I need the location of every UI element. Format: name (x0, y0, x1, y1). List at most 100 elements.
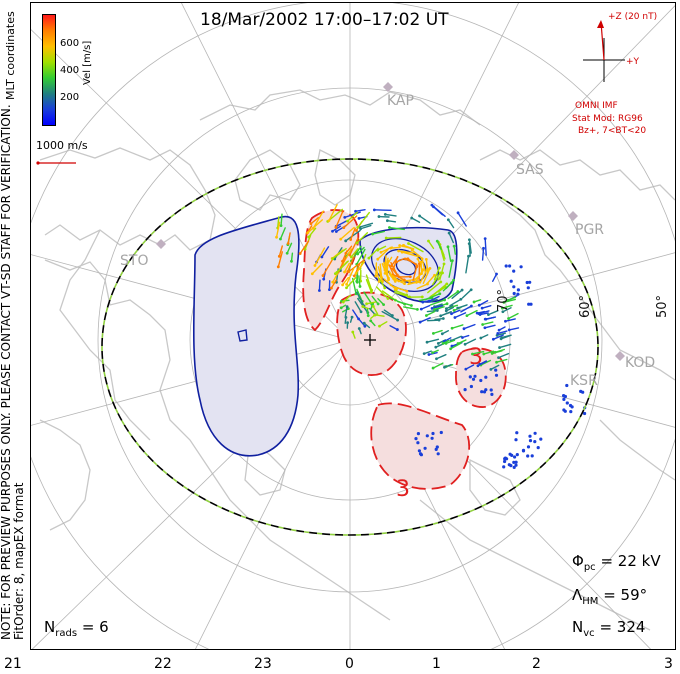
vector-origin (444, 307, 448, 311)
vector-origin (497, 356, 500, 360)
vector-origin (482, 352, 486, 356)
latitude-label-50: 50° (655, 294, 670, 318)
low-velocity-dot (489, 388, 493, 392)
velocity-vector (375, 286, 389, 300)
velocity-vector (389, 297, 406, 305)
station-label-sto: STO (120, 253, 149, 269)
nvc-subscript: vc (583, 628, 595, 639)
velocity-vector (468, 242, 471, 257)
vector-origin (327, 219, 331, 223)
vector-origin (495, 360, 498, 364)
vector-origin (358, 285, 362, 288)
vector-origin (387, 278, 390, 282)
vector-origin (370, 288, 374, 292)
low-velocity-dot (494, 368, 498, 372)
vector-origin (355, 229, 358, 232)
vector-origin (349, 238, 353, 241)
low-velocity-dot (431, 431, 435, 436)
velocity-vector (418, 297, 433, 302)
stat-model-conditions: Bz+, 7<BT<20 (578, 126, 647, 136)
mlt-tick-0: 0 (345, 656, 354, 672)
velocity-vector (343, 262, 350, 273)
velocity-vector (322, 258, 334, 277)
vector-origin (441, 341, 445, 345)
velocity-vector (381, 310, 399, 321)
velocity-vector (501, 304, 513, 309)
velocity-vector (471, 350, 485, 355)
low-velocity-dot (569, 410, 573, 414)
velocity-vector (432, 283, 448, 296)
velocity-vector (391, 273, 406, 281)
low-velocity-dot (504, 264, 508, 268)
velocity-vector (354, 301, 362, 313)
cross-polar-cap-potential: Φpc = 22 kV (572, 552, 661, 573)
velocity-vector (508, 327, 520, 331)
velocity-vector (378, 277, 386, 289)
low-velocity-dot (515, 431, 519, 435)
stat-model: Stat Mod: RG96 (572, 114, 643, 124)
velocity-vector (411, 217, 421, 224)
low-velocity-dot (528, 439, 533, 443)
vector-origin (343, 215, 347, 219)
vector-origin (376, 248, 380, 252)
vector-origin (487, 313, 490, 317)
vector-origin (313, 264, 317, 267)
vector-origin (463, 342, 467, 346)
velocity-vector (481, 247, 485, 261)
velocity-vector (433, 306, 445, 311)
vector-origin (419, 260, 423, 264)
low-velocity-dot (463, 388, 467, 392)
velocity-vector (356, 231, 369, 244)
lambda-symbol: Λ (572, 586, 583, 604)
velocity-vector (433, 267, 441, 281)
velocity-vector (279, 227, 286, 240)
vector-origin (418, 214, 421, 218)
coordinate-system-label: MLT coordinates (4, 11, 17, 100)
vector-origin (386, 297, 390, 300)
velocity-vector (347, 256, 355, 273)
low-velocity-dot (533, 440, 537, 444)
velocity-vector (487, 310, 499, 316)
vector-origin (469, 304, 473, 308)
velocity-vector (449, 298, 462, 307)
vector-origin (390, 264, 393, 268)
velocity-vector (457, 304, 468, 309)
velocity-vector (398, 244, 415, 250)
pole-marker (364, 334, 376, 346)
vector-origin (456, 306, 460, 310)
low-velocity-dot (565, 401, 569, 405)
velocity-vector (420, 304, 431, 310)
velocity-vector (345, 245, 353, 254)
vector-origin (502, 300, 506, 304)
vector-origin (331, 280, 335, 284)
vector-origin (424, 257, 428, 261)
vector-origin (445, 302, 449, 306)
vector-origin (309, 222, 313, 226)
velocity-vector (378, 321, 388, 327)
vector-origin (438, 292, 442, 296)
velocity-vector (350, 248, 359, 258)
low-velocity-dot (530, 454, 534, 458)
low-velocity-dot (525, 280, 529, 285)
velocity-vector (426, 319, 440, 322)
velocity-vector (310, 216, 320, 225)
vector-origin (376, 257, 380, 261)
vector-origin (355, 241, 359, 245)
velocity-vector (484, 237, 487, 256)
low-velocity-dot (502, 465, 506, 469)
velocity-vector (477, 360, 488, 367)
vector-origin (497, 328, 501, 332)
velocity-vector (286, 242, 293, 254)
vector-origin (426, 282, 429, 286)
vector-origin (345, 286, 348, 290)
vector-origin (428, 299, 431, 303)
vector-origin (456, 211, 460, 215)
velocity-vector (380, 246, 393, 254)
mlt-tick-2: 2 (532, 656, 541, 672)
low-velocity-dot (565, 383, 569, 388)
phi-subscript: pc (583, 562, 596, 573)
vector-origin (311, 226, 315, 230)
vector-origin (306, 231, 310, 235)
nvc-value: = 324 (599, 618, 646, 636)
